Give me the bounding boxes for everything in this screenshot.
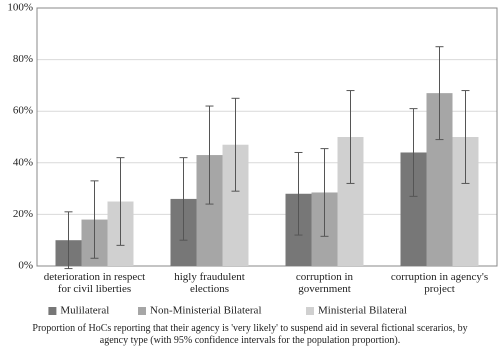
legend-label: Ministerial Bilateral bbox=[318, 305, 407, 317]
y-tick-label: 80% bbox=[13, 53, 33, 65]
x-tick-label: higly fraudulent elections bbox=[174, 271, 245, 295]
caption: Proportion of HoCs reporting that their … bbox=[32, 323, 468, 346]
y-tick-label: 60% bbox=[13, 105, 33, 117]
y-tick-label: 100% bbox=[7, 2, 33, 14]
legend-swatch bbox=[138, 307, 146, 315]
y-tick-label: 40% bbox=[13, 156, 33, 168]
legend-label: Mulilateral bbox=[60, 305, 109, 317]
x-tick-label: corruption in government bbox=[295, 271, 354, 295]
y-tick-label: 20% bbox=[13, 208, 33, 220]
legend-label: Non-Ministerial Bilateral bbox=[150, 305, 262, 317]
x-tick-label: corruption in agency's project bbox=[390, 271, 489, 295]
x-tick-label: deterioration in respect for civil liber… bbox=[43, 271, 146, 295]
plot-frame bbox=[36, 7, 498, 267]
legend-swatch bbox=[48, 307, 57, 315]
legend-swatch bbox=[306, 307, 314, 315]
y-tick-label: 0% bbox=[18, 260, 33, 272]
